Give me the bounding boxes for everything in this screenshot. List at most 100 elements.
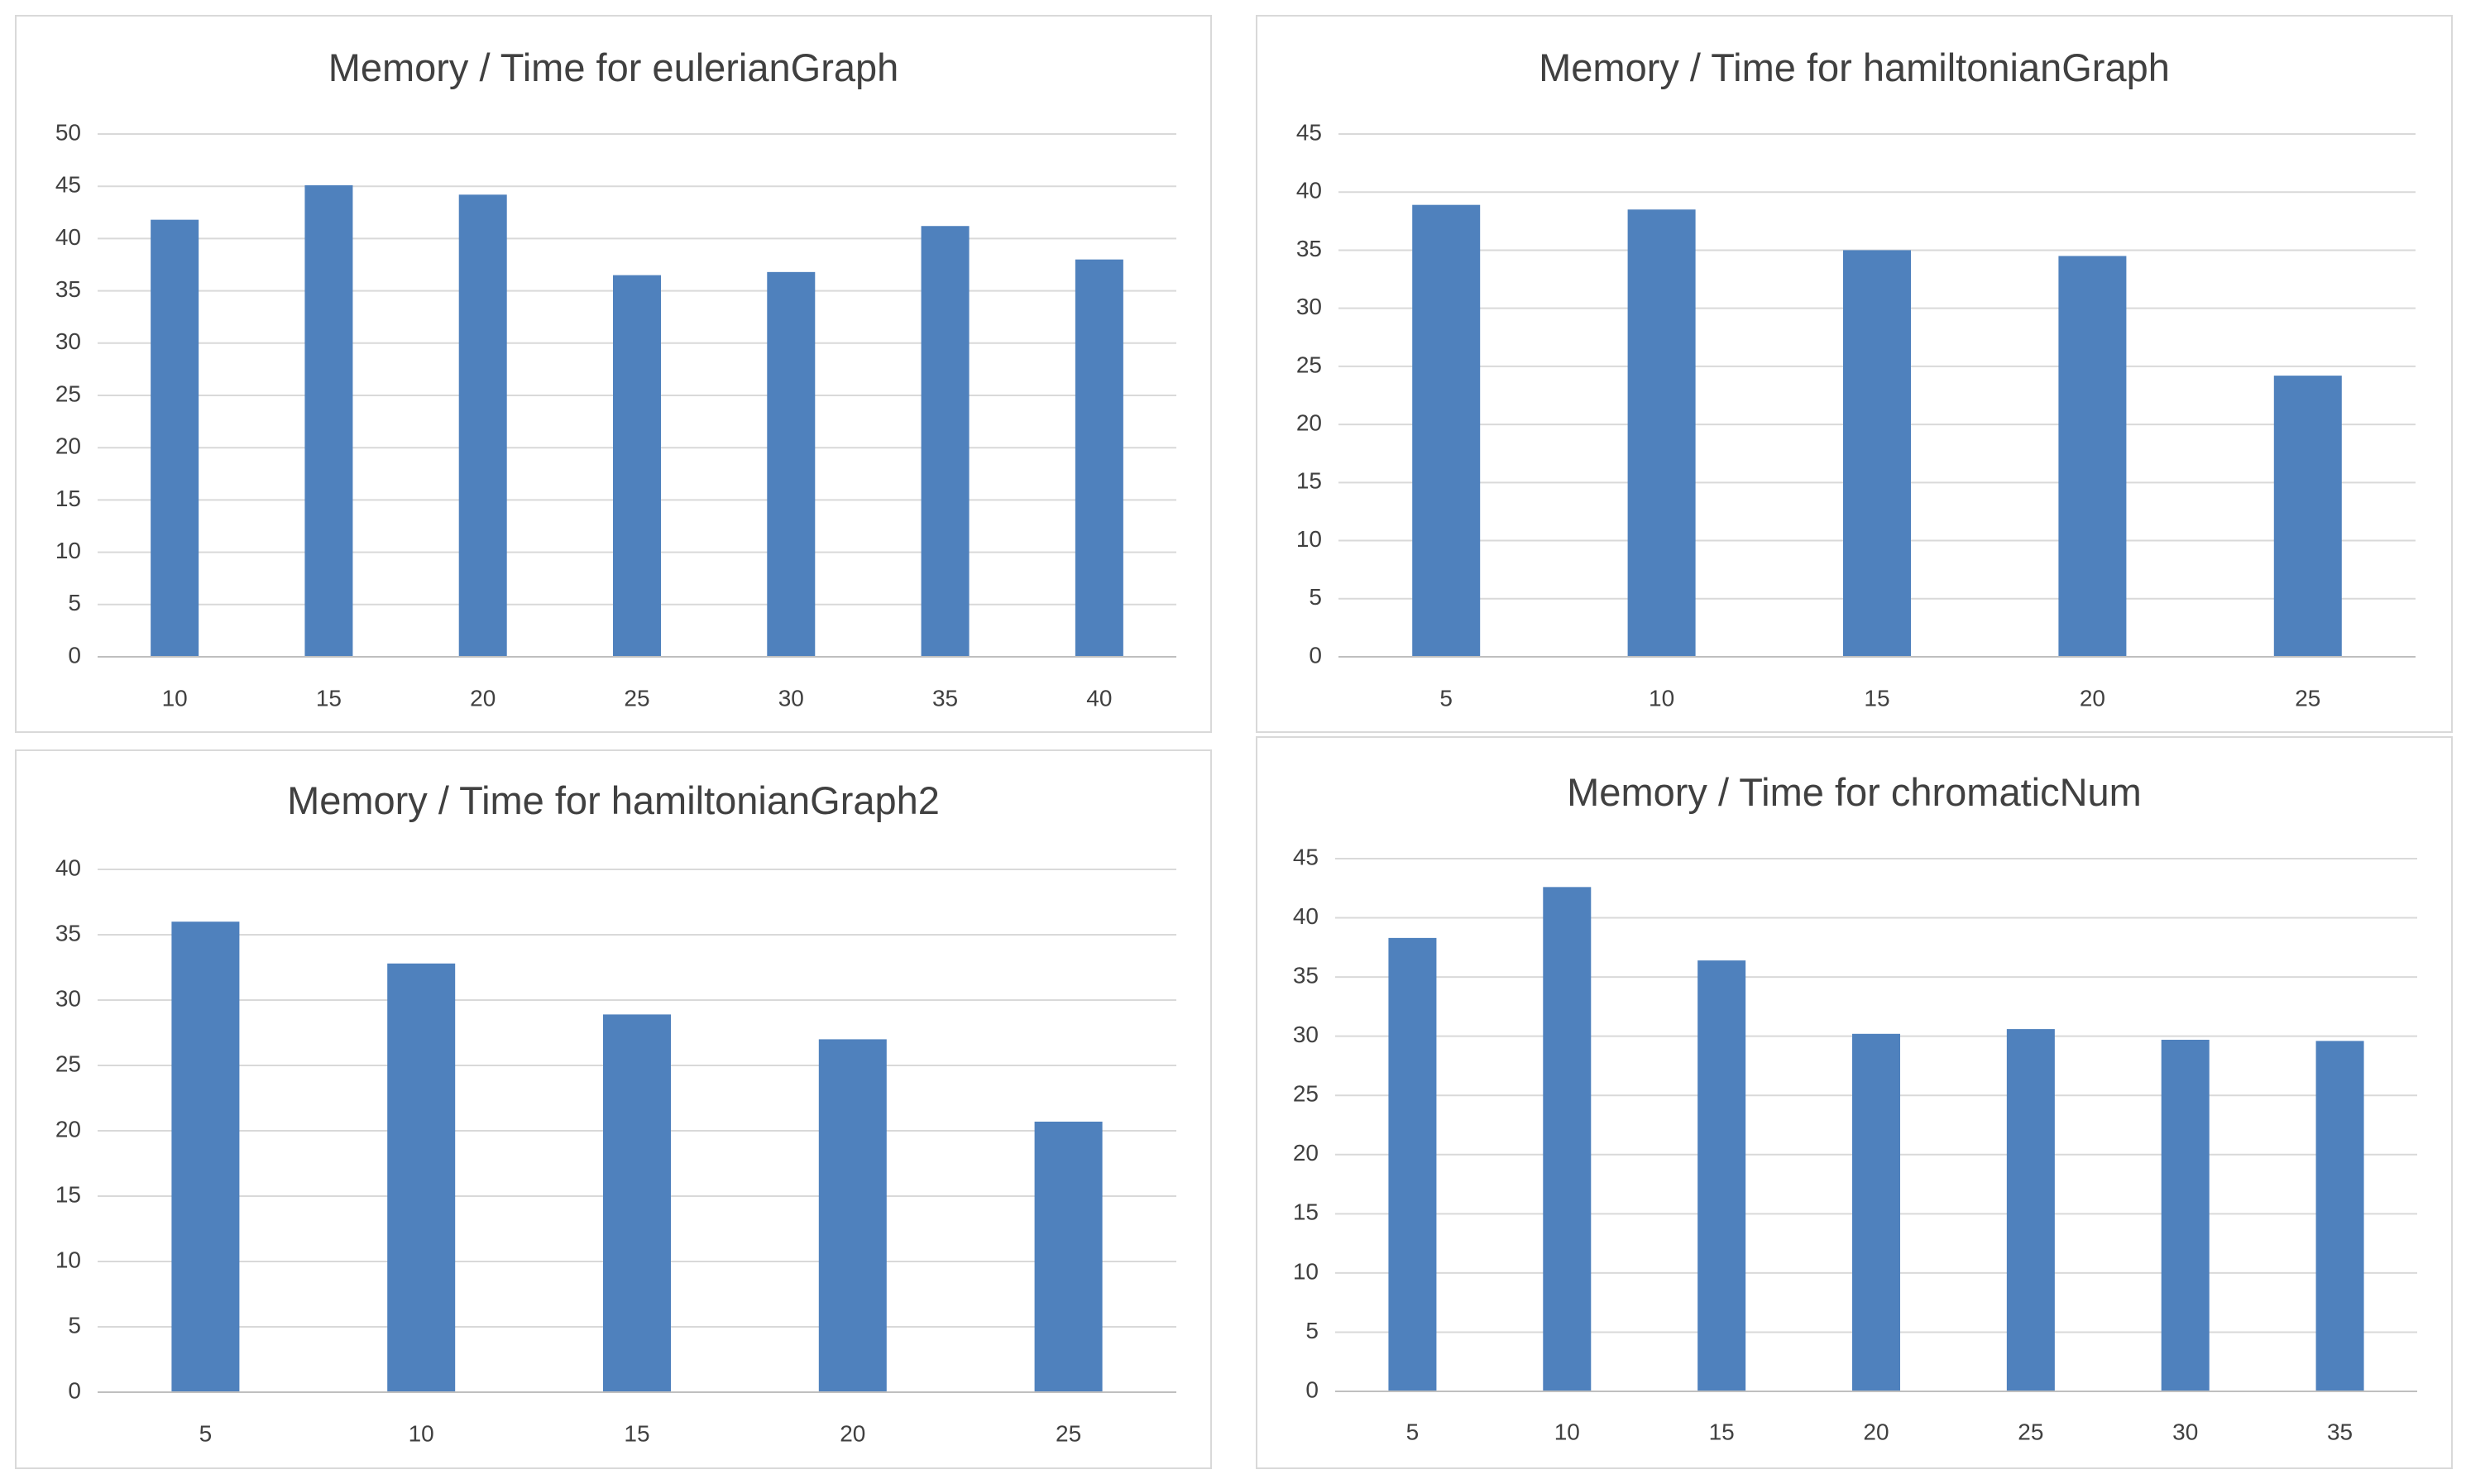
bar [171,922,240,1392]
x-tick-label: 15 [624,1420,649,1446]
y-tick-label: 20 [1296,410,1322,436]
y-tick-label: 5 [68,590,81,615]
y-tick-label: 10 [1293,1258,1319,1284]
y-tick-label: 15 [55,1181,81,1207]
y-tick-label: 40 [1293,903,1319,929]
x-tick-label: 10 [409,1420,434,1446]
y-tick-label: 35 [55,920,81,945]
chart-title: Memory / Time for hamiltonianGraph [1539,45,2170,89]
y-tick-label: 15 [55,486,81,511]
x-tick-label: 5 [1406,1419,1420,1444]
bar [458,194,507,657]
y-tick-label: 15 [1296,468,1322,494]
x-tick-label: 5 [199,1420,213,1446]
bar [921,226,970,657]
y-tick-label: 5 [1309,584,1322,610]
y-tick-label: 40 [55,854,81,880]
y-tick-label: 20 [55,1116,81,1142]
y-tick-label: 40 [1296,178,1322,203]
x-tick-label: 40 [1086,685,1112,711]
bar [1852,1033,1900,1391]
y-tick-label: 45 [55,172,81,198]
y-tick-label: 25 [55,381,81,406]
y-tick-label: 25 [55,1051,81,1076]
y-tick-label: 0 [1309,642,1322,668]
y-tick-label: 35 [1293,963,1319,989]
y-tick-label: 35 [1296,236,1322,261]
y-tick-label: 10 [55,1247,81,1272]
chart-panel-eulerian: Memory / Time for eulerianGraph 0 5 10 15 20… [15,15,1212,733]
x-tick-label: 25 [2295,685,2320,711]
chart-title: Memory / Time for hamiltonianGraph2 [287,778,940,822]
x-tick-label: 25 [1056,1420,1081,1446]
bar [1843,250,1911,657]
x-tick-label: 25 [2018,1419,2043,1444]
x-tick-label: 15 [1709,1419,1735,1444]
chart-plot: 0 5 10 15 20 25 30 35 40 5 10 15 20 25 [55,854,1176,1446]
bar [151,219,199,657]
chart-panel-chromatic: Memory / Time for chromaticNum 0 5 10 15 20 2… [1256,736,2453,1469]
y-tick-label: 50 [55,119,81,145]
bar [1543,887,1592,1391]
bar [818,1039,887,1392]
bar [1697,960,1746,1391]
y-tick-label: 45 [1296,119,1322,145]
chart-title: Memory / Time for chromaticNum [1567,770,2142,814]
y-tick-label: 30 [55,328,81,354]
bar [1075,259,1123,657]
x-tick-label: 15 [316,685,342,711]
x-tick-label: 20 [2080,685,2105,711]
y-tick-label: 5 [1305,1318,1319,1343]
y-tick-label: 10 [1296,526,1322,552]
y-tick-label: 25 [1293,1081,1319,1107]
bar [304,184,353,657]
x-tick-label: 35 [2327,1419,2353,1444]
y-tick-label: 40 [55,224,81,250]
bar [767,271,816,657]
chart-plot: 0 5 10 15 20 25 30 35 40 45 5 10 15 20 25 [1296,119,2416,711]
bar [603,1014,671,1392]
bar [2006,1029,2055,1391]
y-tick-label: 0 [68,1377,81,1403]
bar [2058,256,2127,657]
chart-panel-hamiltonian: Memory / Time for hamiltonianGraph 0 5 10 1… [1256,15,2453,733]
x-tick-label: 35 [932,685,958,711]
chart-plot: 0 5 10 15 20 25 30 35 40 45 50 10 15 20 25 30 35 40 [55,119,1176,711]
y-tick-label: 20 [55,433,81,459]
bar [2315,1041,2364,1391]
y-tick-label: 45 [1293,844,1319,869]
x-tick-label: 20 [1863,1419,1889,1444]
chart-panel-hamiltonian2: Memory / Time for hamiltonianGraph2 0 5 10… [15,749,1212,1469]
y-tick-label: 0 [1305,1376,1319,1402]
bar [613,275,661,657]
y-tick-label: 35 [55,276,81,302]
bar [387,963,456,1392]
y-tick-label: 5 [68,1312,81,1338]
chart-title: Memory / Time for eulerianGraph [328,45,899,89]
bar [2161,1039,2210,1391]
x-tick-label: 5 [1439,685,1453,711]
bar [2273,376,2342,657]
chart-plot: 0 5 10 15 20 25 30 35 40 45 5 10 15 20 25 30 35 [1293,844,2417,1444]
y-tick-label: 20 [1293,1140,1319,1166]
y-tick-label: 0 [68,642,81,668]
bar [1627,209,1696,658]
x-tick-label: 15 [1864,685,1889,711]
y-tick-label: 30 [1296,294,1322,319]
x-tick-label: 10 [1649,685,1674,711]
x-tick-label: 20 [840,1420,865,1446]
y-tick-label: 30 [55,985,81,1011]
bar [1388,937,1437,1391]
x-tick-label: 30 [2172,1419,2198,1444]
y-tick-label: 25 [1296,352,1322,377]
x-tick-label: 30 [778,685,804,711]
y-tick-label: 15 [1293,1199,1319,1225]
x-tick-label: 25 [624,685,649,711]
x-tick-label: 20 [470,685,496,711]
y-tick-label: 30 [1293,1022,1319,1047]
bar [1034,1121,1103,1392]
x-tick-label: 10 [1554,1419,1580,1444]
x-tick-label: 10 [162,685,188,711]
y-tick-label: 10 [55,538,81,563]
bar [1412,204,1481,657]
